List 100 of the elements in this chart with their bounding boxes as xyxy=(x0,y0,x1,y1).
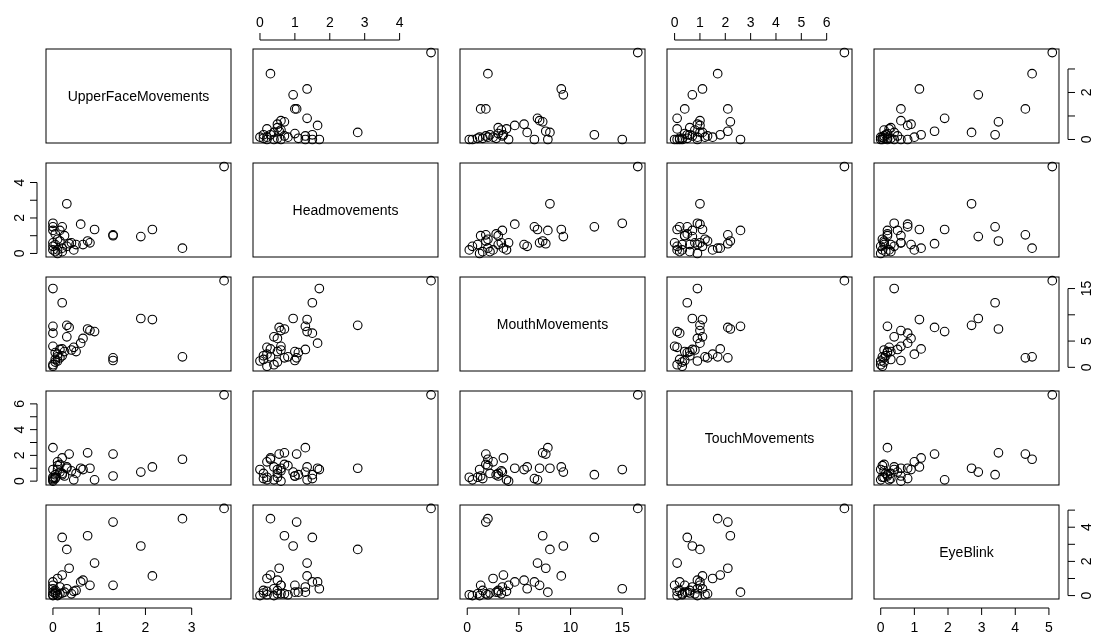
point xyxy=(293,587,304,598)
point xyxy=(272,585,283,596)
point xyxy=(558,467,569,477)
point xyxy=(352,463,363,474)
point xyxy=(509,577,520,587)
point xyxy=(896,471,906,481)
point xyxy=(57,297,68,308)
point xyxy=(85,463,95,474)
point xyxy=(279,131,290,141)
point xyxy=(1047,390,1058,400)
point xyxy=(939,475,950,485)
point xyxy=(558,89,569,100)
point xyxy=(722,126,733,137)
point xyxy=(682,297,693,308)
point xyxy=(966,198,977,209)
x-tick-label: 0 xyxy=(256,14,265,30)
point xyxy=(735,321,746,332)
point xyxy=(532,558,543,568)
point xyxy=(108,449,118,459)
point xyxy=(48,464,58,475)
point xyxy=(82,530,93,541)
x-tick-label: 10 xyxy=(562,619,579,635)
point xyxy=(61,544,72,555)
point xyxy=(272,333,283,344)
point xyxy=(1020,353,1031,363)
point xyxy=(892,344,903,355)
point xyxy=(707,245,718,255)
point xyxy=(839,275,850,286)
point xyxy=(735,225,746,236)
point xyxy=(735,134,746,145)
point xyxy=(269,127,279,138)
point xyxy=(219,275,229,286)
point xyxy=(55,225,65,236)
point xyxy=(677,361,688,372)
point xyxy=(990,297,1000,308)
point xyxy=(474,464,485,475)
y-tick-label: 2 xyxy=(1078,88,1095,97)
point xyxy=(707,349,718,360)
point xyxy=(135,231,146,242)
point xyxy=(672,558,682,568)
point xyxy=(300,587,311,598)
point xyxy=(909,349,920,360)
point xyxy=(269,583,279,594)
point xyxy=(916,344,926,354)
point xyxy=(300,321,311,332)
x-tick-label: 0 xyxy=(670,14,679,30)
point xyxy=(276,134,286,145)
point xyxy=(483,243,493,253)
point xyxy=(735,587,746,598)
point xyxy=(892,225,903,236)
point xyxy=(534,580,545,591)
point xyxy=(307,473,318,484)
point xyxy=(687,225,698,236)
point xyxy=(1047,47,1058,58)
point xyxy=(882,321,893,332)
point xyxy=(68,245,79,255)
point xyxy=(697,571,708,581)
point xyxy=(302,84,312,94)
point xyxy=(71,239,81,250)
point xyxy=(679,104,690,114)
point xyxy=(896,230,906,241)
point xyxy=(939,326,950,337)
point xyxy=(279,530,290,541)
point xyxy=(672,124,682,134)
y-tick-label: 0 xyxy=(11,249,27,258)
point xyxy=(64,449,74,459)
point xyxy=(177,351,188,362)
point xyxy=(475,104,486,114)
point xyxy=(697,241,708,252)
point xyxy=(272,346,283,357)
point xyxy=(262,361,272,372)
point xyxy=(302,113,312,124)
point xyxy=(48,442,58,453)
point xyxy=(522,127,533,138)
x-tick-label: 1 xyxy=(95,619,104,635)
point xyxy=(519,464,529,475)
point xyxy=(543,134,553,145)
point xyxy=(269,332,279,342)
point xyxy=(272,589,283,599)
point xyxy=(677,239,688,250)
point xyxy=(1020,449,1031,459)
point xyxy=(300,467,311,477)
point xyxy=(219,161,229,172)
point xyxy=(48,328,58,339)
point xyxy=(543,587,553,598)
point xyxy=(288,89,298,100)
point xyxy=(283,351,293,362)
point xyxy=(477,585,488,596)
point xyxy=(177,243,188,253)
point xyxy=(485,468,495,479)
point xyxy=(715,570,726,580)
point xyxy=(715,129,726,140)
point xyxy=(85,580,95,591)
point xyxy=(1027,68,1037,79)
point xyxy=(522,583,533,594)
y-tick-label: 0 xyxy=(1078,363,1095,372)
point xyxy=(147,462,158,472)
point xyxy=(695,325,705,336)
point xyxy=(632,161,643,172)
point xyxy=(906,464,916,475)
